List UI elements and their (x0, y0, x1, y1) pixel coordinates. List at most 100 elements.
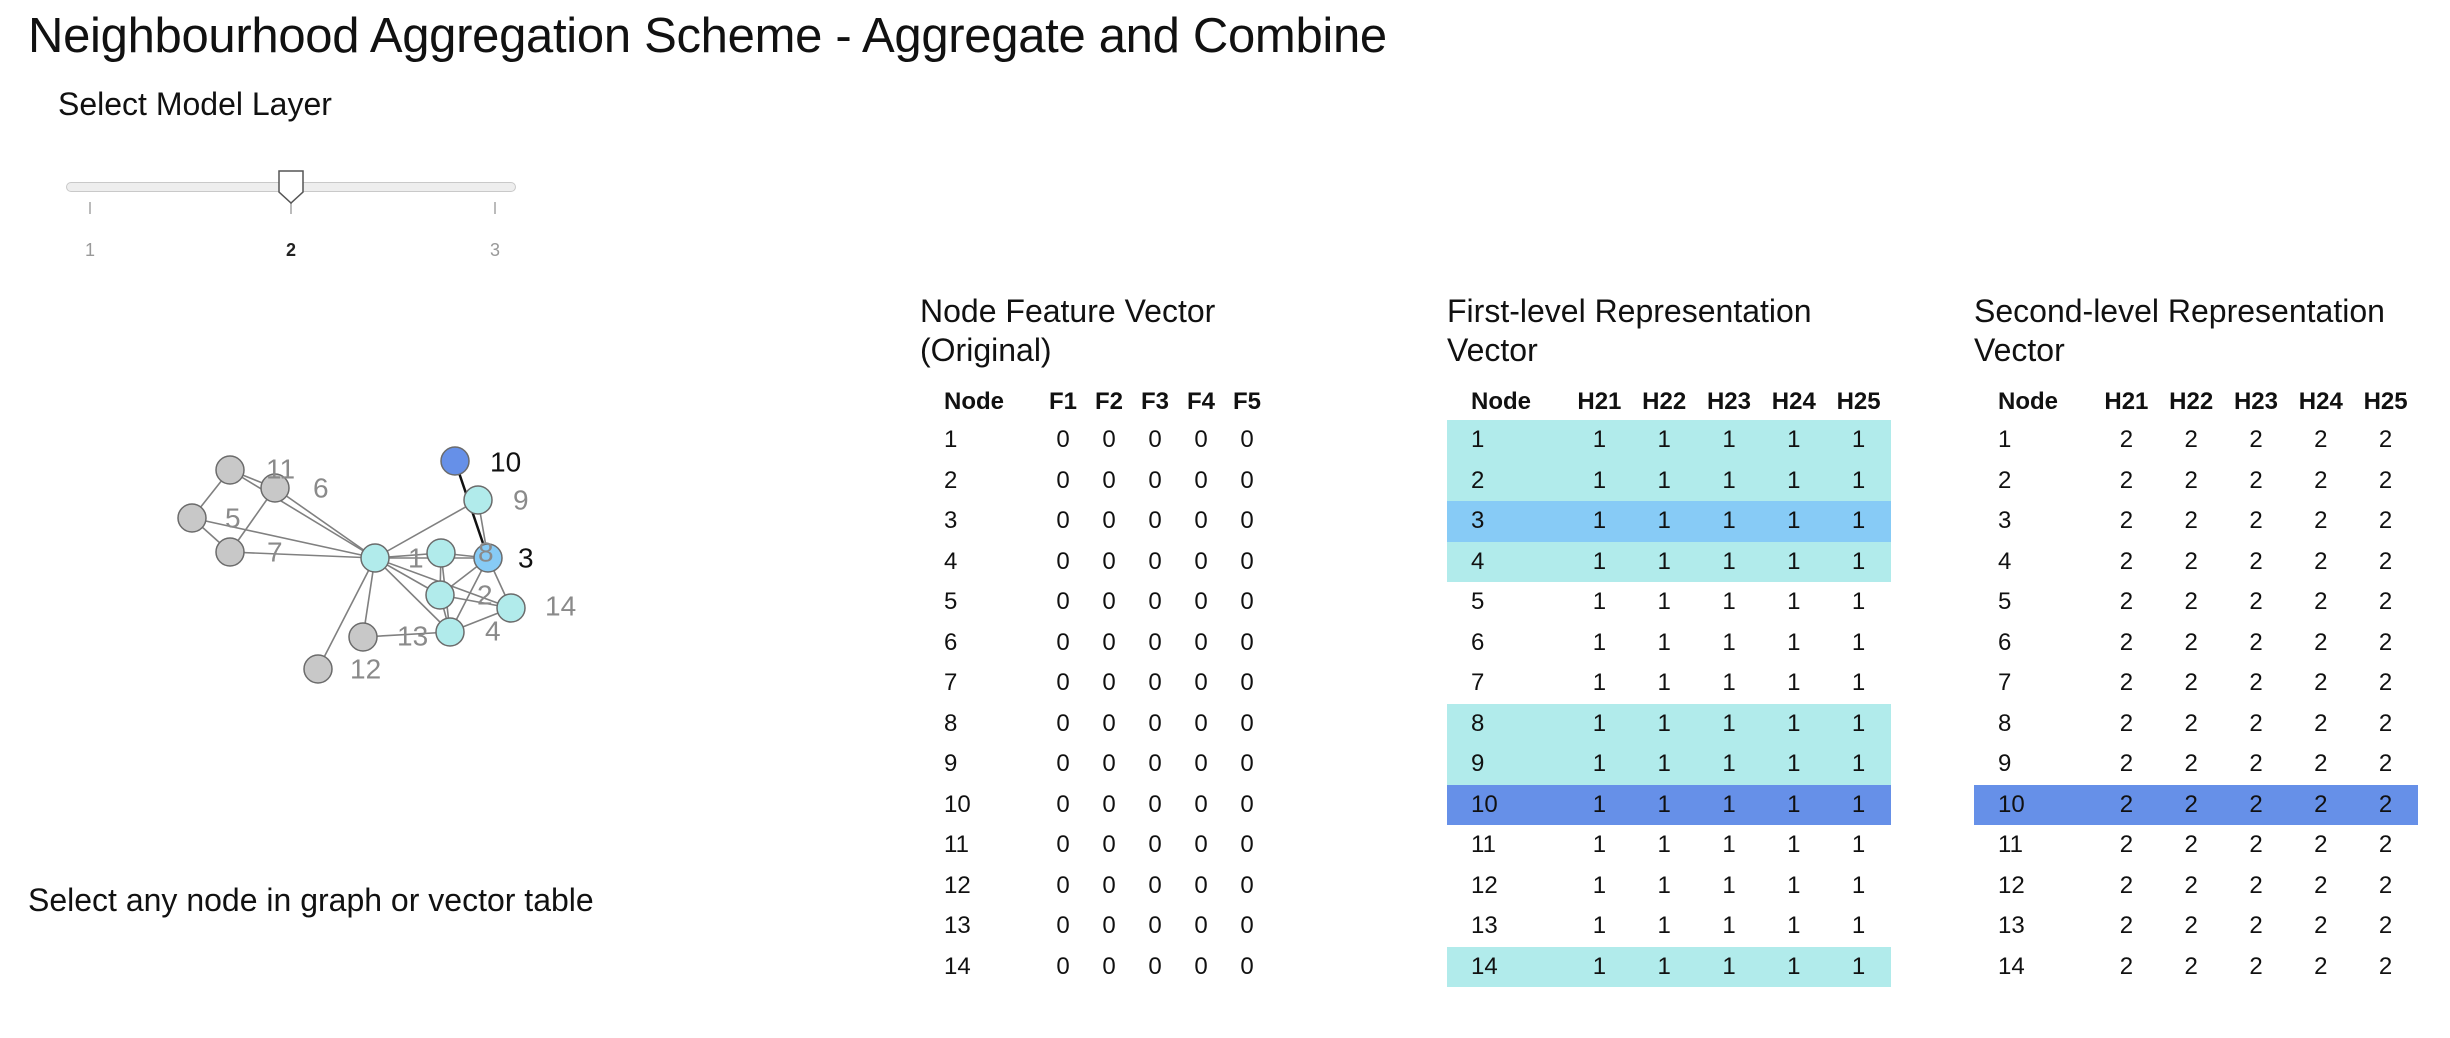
value-cell: 0 (1224, 582, 1270, 623)
table-row[interactable]: 14 0 0 0 0 0 (920, 947, 1270, 988)
column-header: F2 (1086, 384, 1132, 420)
table-row[interactable]: 11 1 1 1 1 1 (1447, 825, 1891, 866)
graph-node-12[interactable]: 12 (304, 653, 381, 684)
value-cell: 1 (1567, 663, 1632, 704)
table-row[interactable]: 12 0 0 0 0 0 (920, 866, 1270, 907)
table-row[interactable]: 13 2 2 2 2 2 (1974, 906, 2418, 947)
table-row[interactable]: 5 0 0 0 0 0 (920, 582, 1270, 623)
table-row[interactable]: 12 2 2 2 2 2 (1974, 866, 2418, 907)
graph-node-9[interactable]: 9 (464, 484, 529, 515)
graph-node-circle[interactable] (361, 544, 389, 572)
node-id-cell: 6 (1447, 623, 1567, 664)
slider-handle[interactable] (278, 170, 304, 204)
value-cell: 2 (2353, 420, 2418, 461)
model-layer-slider[interactable]: 1 2 3 (66, 170, 516, 270)
table-row[interactable]: 1 2 2 2 2 2 (1974, 420, 2418, 461)
table-row[interactable]: 7 1 1 1 1 1 (1447, 663, 1891, 704)
graph-node-circle[interactable] (216, 456, 244, 484)
graph-node-5[interactable]: 5 (178, 502, 241, 533)
table-row[interactable]: 12 1 1 1 1 1 (1447, 866, 1891, 907)
value-cell: 0 (1178, 825, 1224, 866)
table-row[interactable]: 3 0 0 0 0 0 (920, 501, 1270, 542)
table-row[interactable]: 4 2 2 2 2 2 (1974, 542, 2418, 583)
column-header: H22 (1632, 384, 1697, 420)
value-cell: 0 (1224, 420, 1270, 461)
value-cell: 0 (1132, 420, 1178, 461)
graph-node-14[interactable]: 14 (497, 590, 576, 622)
graph-node-circle[interactable] (349, 623, 377, 651)
node-id-cell: 5 (920, 582, 1040, 623)
graph-node-circle[interactable] (436, 618, 464, 646)
node-id-cell: 1 (1974, 420, 2094, 461)
value-cell: 1 (1697, 420, 1762, 461)
value-cell: 1 (1632, 582, 1697, 623)
graph-node-2[interactable]: 2 (426, 579, 493, 610)
value-cell: 1 (1567, 582, 1632, 623)
graph-node-circle[interactable] (427, 539, 455, 567)
value-cell: 0 (1040, 501, 1086, 542)
table-row[interactable]: 9 0 0 0 0 0 (920, 744, 1270, 785)
table-row[interactable]: 7 0 0 0 0 0 (920, 663, 1270, 704)
table-row[interactable]: 10 0 0 0 0 0 (920, 785, 1270, 826)
table-row[interactable]: 14 2 2 2 2 2 (1974, 947, 2418, 988)
value-cell: 0 (1132, 501, 1178, 542)
node-id-cell: 14 (1447, 947, 1567, 988)
value-cell: 0 (1040, 420, 1086, 461)
table-row[interactable]: 2 0 0 0 0 0 (920, 461, 1270, 502)
graph-node-circle[interactable] (216, 538, 244, 566)
graph-node-circle[interactable] (441, 447, 469, 475)
slider-tick-label-1: 1 (85, 240, 95, 261)
graph-node-10[interactable]: 10 (441, 446, 521, 477)
value-cell: 1 (1761, 582, 1826, 623)
table-row[interactable]: 4 0 0 0 0 0 (920, 542, 1270, 583)
table-row[interactable]: 13 0 0 0 0 0 (920, 906, 1270, 947)
value-cell: 1 (1697, 744, 1762, 785)
value-cell: 2 (2353, 542, 2418, 583)
value-cell: 1 (1826, 582, 1891, 623)
table-row[interactable]: 3 2 2 2 2 2 (1974, 501, 2418, 542)
column-header: H25 (2353, 384, 2418, 420)
table-row[interactable]: 10 2 2 2 2 2 (1974, 785, 2418, 826)
graph-node-circle[interactable] (178, 504, 206, 532)
table-row[interactable]: 14 1 1 1 1 1 (1447, 947, 1891, 988)
value-cell: 1 (1826, 744, 1891, 785)
graph-node-circle[interactable] (464, 486, 492, 514)
table-row[interactable]: 1 0 0 0 0 0 (920, 420, 1270, 461)
value-cell: 0 (1086, 582, 1132, 623)
table-row[interactable]: 6 0 0 0 0 0 (920, 623, 1270, 664)
graph-node-circle[interactable] (304, 655, 332, 683)
graph-node-circle[interactable] (426, 581, 454, 609)
graph-node-8[interactable]: 8 (427, 536, 494, 567)
value-cell: 2 (2159, 704, 2224, 745)
table-row[interactable]: 11 0 0 0 0 0 (920, 825, 1270, 866)
value-cell: 1 (1826, 420, 1891, 461)
value-cell: 2 (2094, 461, 2159, 502)
table-row[interactable]: 6 1 1 1 1 1 (1447, 623, 1891, 664)
table-row[interactable]: 11 2 2 2 2 2 (1974, 825, 2418, 866)
table-row[interactable]: 7 2 2 2 2 2 (1974, 663, 2418, 704)
table-row[interactable]: 6 2 2 2 2 2 (1974, 623, 2418, 664)
value-cell: 0 (1224, 947, 1270, 988)
table-row[interactable]: 5 1 1 1 1 1 (1447, 582, 1891, 623)
node-id-cell: 3 (920, 501, 1040, 542)
table-row[interactable]: 13 1 1 1 1 1 (1447, 906, 1891, 947)
graph-node-7[interactable]: 7 (216, 536, 283, 567)
table-row[interactable]: 8 0 0 0 0 0 (920, 704, 1270, 745)
table-row[interactable]: 5 2 2 2 2 2 (1974, 582, 2418, 623)
table-row[interactable]: 2 2 2 2 2 2 (1974, 461, 2418, 502)
value-cell: 1 (1567, 785, 1632, 826)
table-row[interactable]: 10 1 1 1 1 1 (1447, 785, 1891, 826)
table-row[interactable]: 8 2 2 2 2 2 (1974, 704, 2418, 745)
graph-node-circle[interactable] (497, 594, 525, 622)
value-cell: 1 (1826, 825, 1891, 866)
graph-node-4[interactable]: 4 (436, 615, 501, 646)
table-row[interactable]: 9 2 2 2 2 2 (1974, 744, 2418, 785)
value-cell: 2 (2094, 785, 2159, 826)
